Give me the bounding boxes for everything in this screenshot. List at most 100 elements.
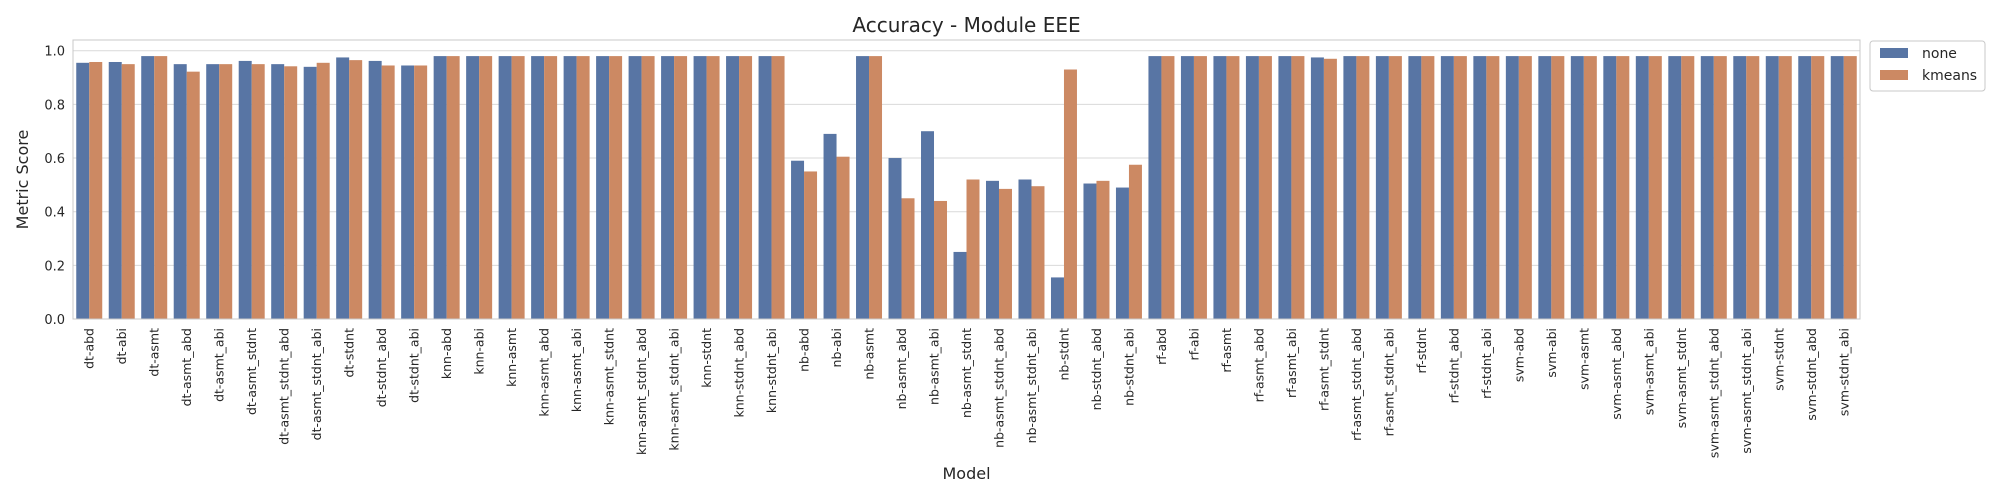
bar-none — [693, 56, 707, 319]
x-tick-label: knn-asmt_stdnt — [602, 328, 617, 425]
bar-kmeans — [1421, 56, 1435, 319]
x-tick-label: knn-asmt_stdnt_abi — [667, 328, 682, 451]
bar-kmeans — [1258, 56, 1272, 319]
bar-kmeans — [1681, 56, 1695, 319]
bar-none — [1733, 56, 1747, 319]
bars — [76, 56, 1857, 320]
bar-none — [531, 56, 545, 319]
x-tick-label: rf-asmt_abi — [1284, 328, 1299, 398]
bar-none — [108, 61, 122, 319]
bar-none — [1538, 56, 1552, 319]
bar-kmeans — [1453, 56, 1467, 319]
y-tick-label: 0.2 — [44, 259, 65, 274]
bar-none — [1440, 56, 1454, 319]
bar-none — [1473, 56, 1487, 319]
bar-kmeans — [1193, 56, 1207, 319]
x-tick-label: svm-asmt_stdnt — [1674, 328, 1689, 428]
x-tick-label: knn-asmt_abi — [569, 328, 584, 412]
bar-kmeans — [121, 64, 135, 320]
bar-kmeans — [511, 56, 525, 319]
bar-none — [1018, 179, 1032, 319]
x-tick-label: nb-stdnt_abi — [1121, 328, 1136, 406]
bar-none — [433, 56, 447, 319]
x-tick-label: rf-asmt_stdnt_abi — [1381, 328, 1396, 436]
bar-kmeans — [1096, 180, 1110, 319]
x-tick-label: dt-abi — [114, 328, 129, 364]
bar-kmeans — [1713, 56, 1727, 319]
bar-none — [758, 56, 772, 319]
x-tick-label: nb-asmt_stdnt — [959, 328, 974, 418]
bar-none — [1570, 56, 1584, 319]
bar-kmeans — [901, 198, 915, 319]
bar-none — [1245, 56, 1259, 319]
bar-none — [563, 56, 577, 319]
x-tick-label: svm-stdnt — [1771, 328, 1786, 391]
bar-none — [1408, 56, 1422, 319]
bar-kmeans — [1486, 56, 1500, 319]
y-tick-label: 0.4 — [44, 206, 65, 221]
bar-none — [1278, 56, 1292, 319]
bar-kmeans — [316, 62, 330, 319]
x-tick-label: svm-asmt_abi — [1641, 328, 1656, 415]
bar-kmeans — [1388, 56, 1402, 319]
x-tick-label: nb-asmt_stdnt_abi — [1024, 328, 1039, 443]
bar-none — [173, 64, 187, 320]
y-tick-label: 0.8 — [44, 98, 65, 113]
bar-none — [985, 180, 999, 319]
bar-none — [303, 66, 317, 319]
bar-kmeans — [186, 71, 200, 320]
bar-kmeans — [381, 65, 395, 319]
x-tick-label: rf-stdnt_abi — [1479, 328, 1494, 399]
bar-kmeans — [804, 171, 818, 319]
x-tick-label: knn-asmt_abd — [537, 328, 552, 417]
y-tick-label: 1.0 — [44, 45, 65, 60]
bar-kmeans — [674, 56, 688, 319]
bar-kmeans — [771, 56, 785, 319]
bar-none — [1830, 56, 1844, 319]
bar-kmeans — [446, 56, 460, 319]
bar-none — [1700, 56, 1714, 319]
x-tick-label: svm-asmt_abd — [1609, 328, 1624, 420]
legend-label-none: none — [1922, 46, 1957, 62]
x-tick-label: svm-abd — [1511, 328, 1526, 382]
x-tick-label: knn-asmt_stdnt_abd — [634, 328, 649, 455]
bar-kmeans — [934, 200, 948, 319]
bar-none — [206, 64, 220, 320]
bar-none — [1635, 56, 1649, 319]
legend-swatch-kmeans — [1880, 70, 1908, 80]
bar-kmeans — [284, 66, 298, 320]
bar-none — [791, 160, 805, 319]
bar-kmeans — [1843, 56, 1857, 319]
bar-none — [336, 57, 350, 319]
bar-kmeans — [1226, 56, 1240, 319]
x-tick-label: rf-asmt — [1219, 328, 1234, 373]
bar-kmeans — [609, 56, 623, 319]
legend-swatch-none — [1880, 48, 1908, 58]
x-tick-label: nb-stdnt_abd — [1089, 328, 1104, 410]
bar-none — [238, 60, 252, 320]
bar-kmeans — [576, 56, 590, 319]
bar-none — [401, 65, 415, 319]
bar-kmeans — [706, 56, 720, 319]
bar-none — [368, 60, 382, 320]
x-tick-label: rf-asmt_stdnt_abd — [1349, 328, 1364, 441]
x-tick-label: rf-asmt_abd — [1251, 328, 1266, 402]
x-tick-label: knn-abd — [439, 328, 454, 379]
bar-none — [1343, 56, 1357, 319]
bar-none — [1603, 56, 1617, 319]
bar-none — [628, 56, 642, 319]
legend-label-kmeans: kmeans — [1922, 68, 1977, 84]
x-tick-label: rf-abi — [1186, 328, 1201, 360]
bar-kmeans — [869, 56, 883, 319]
x-tick-label: svm-stdnt_abd — [1804, 328, 1819, 421]
bar-kmeans — [251, 64, 265, 320]
x-tick-label: rf-abd — [1154, 328, 1169, 365]
bar-none — [1505, 56, 1519, 319]
x-tick-label: knn-stdnt — [699, 328, 714, 388]
x-tick-label: knn-abi — [472, 328, 487, 375]
bar-kmeans — [219, 64, 233, 320]
x-tick-label: svm-asmt_stdnt_abd — [1706, 328, 1721, 458]
x-tick-label: dt-abd — [82, 328, 97, 369]
x-tick-label: rf-stdnt — [1414, 328, 1429, 374]
